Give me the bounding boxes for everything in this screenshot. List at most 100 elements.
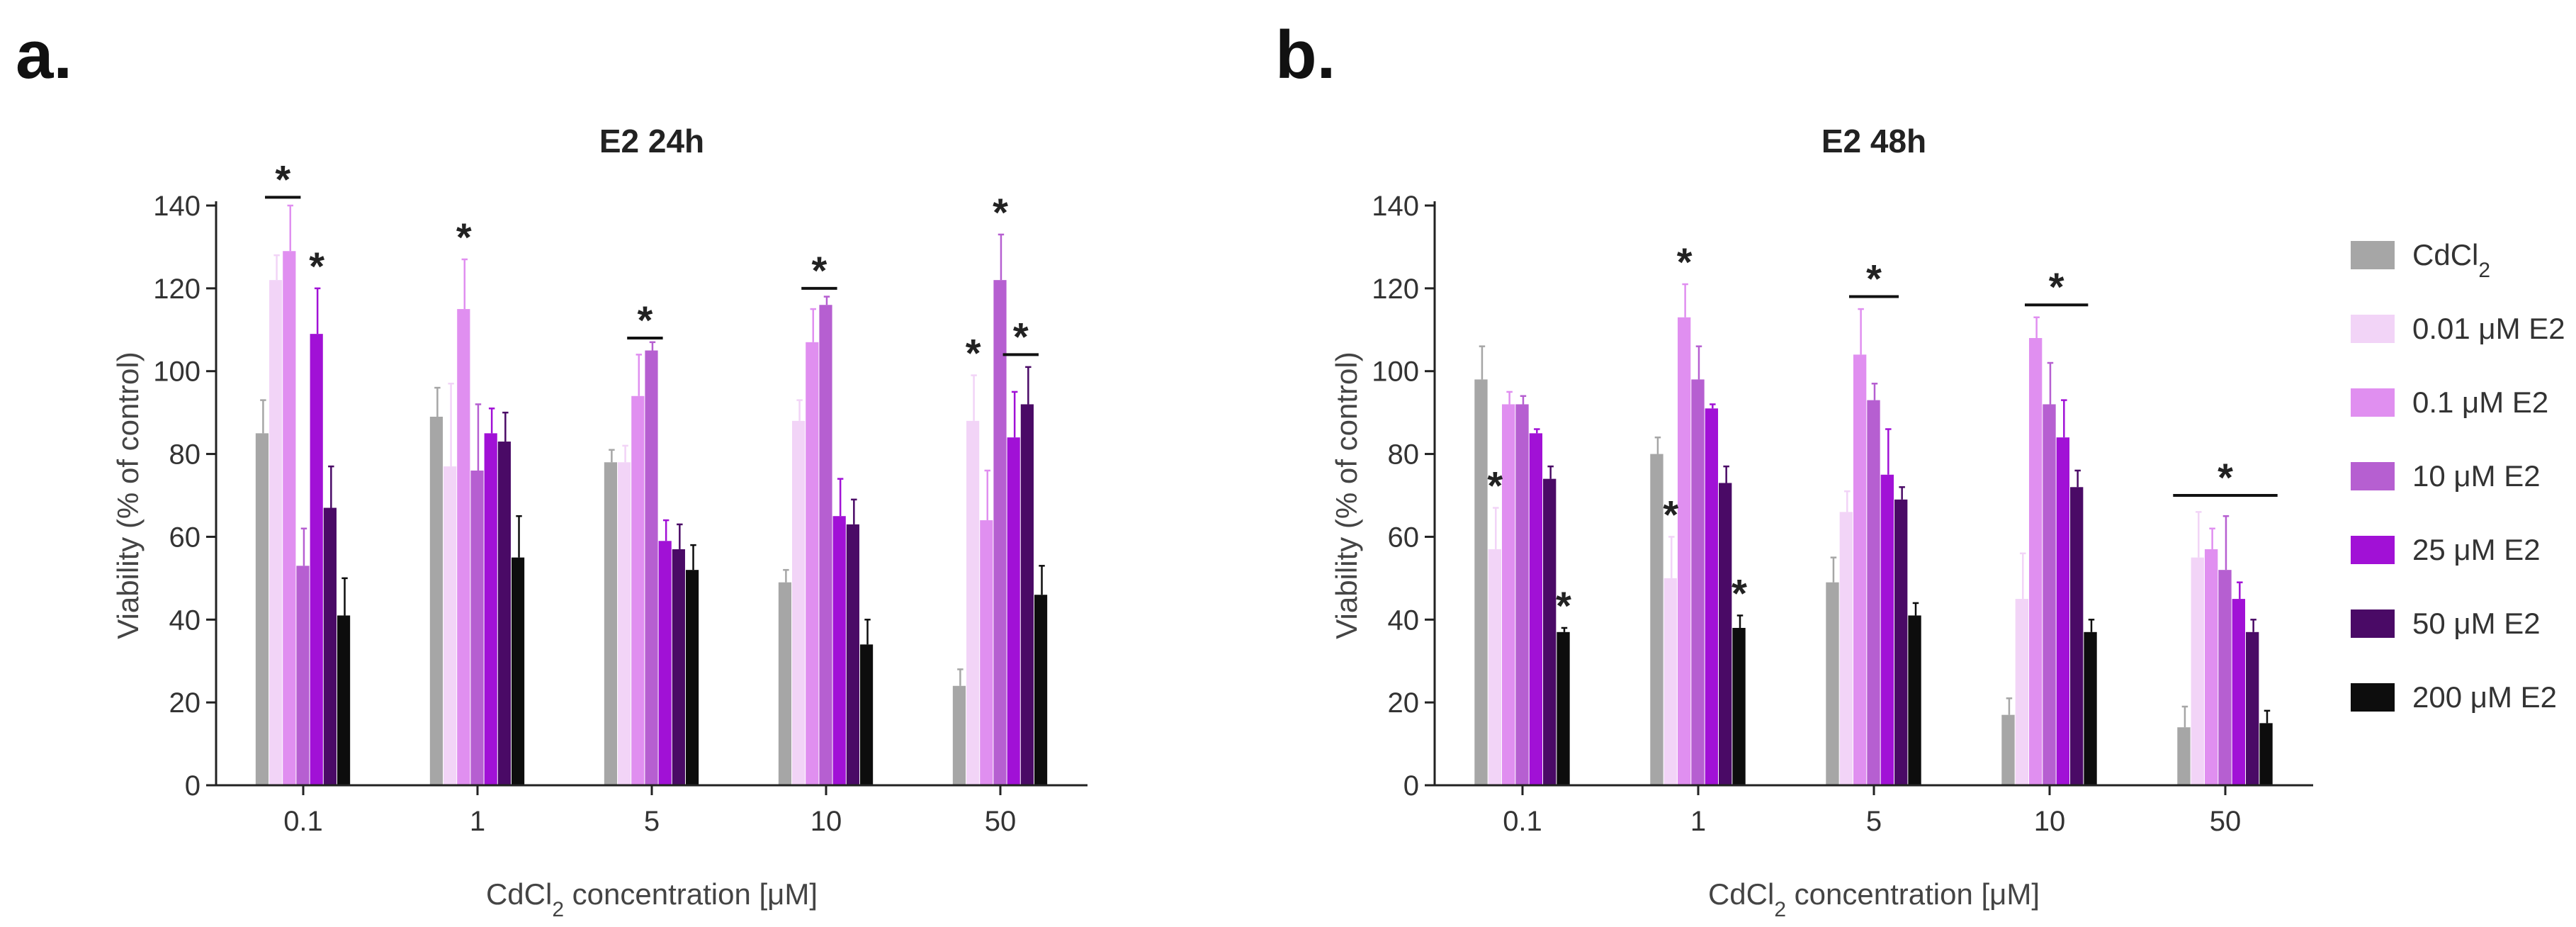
bar-5-series-4 <box>1880 474 1894 785</box>
bar-0.1-series-5 <box>1543 478 1557 785</box>
y-axis-title: Viability (% of control) <box>111 352 145 639</box>
bar-50-series-0 <box>952 685 966 785</box>
y-tick-label: 60 <box>1388 522 1420 553</box>
legend-label: CdCl2 <box>2412 238 2490 282</box>
y-tick-label: 20 <box>1388 687 1420 719</box>
bar-1-series-6 <box>1732 627 1746 785</box>
y-tick-label: 80 <box>169 439 201 471</box>
bar-1-series-1 <box>444 466 457 785</box>
y-tick-label: 120 <box>153 274 200 305</box>
bar-1-series-5 <box>1719 483 1732 785</box>
bar-10-series-0 <box>2001 714 2015 785</box>
bar-50-series-5 <box>1020 404 1034 785</box>
bar-5-series-6 <box>685 570 699 785</box>
panel-letter-a: a. <box>16 17 72 93</box>
x-axis-title: CdCl2 concentration [μM] <box>1708 877 2040 921</box>
significance-star: * <box>456 215 472 259</box>
bar-50-series-5 <box>2246 631 2259 785</box>
significance-star: * <box>2049 264 2064 309</box>
bar-10-series-3 <box>2043 404 2056 785</box>
bar-10-series-0 <box>778 582 792 785</box>
y-tick-label: 100 <box>153 356 200 388</box>
y-tick-label: 120 <box>1372 274 1419 305</box>
bar-5-series-5 <box>672 549 685 785</box>
significance-star: * <box>966 331 981 376</box>
bar-5-series-2 <box>1853 354 1867 785</box>
x-tick-label: 10 <box>2034 806 2066 837</box>
significance-star: * <box>1866 257 1882 301</box>
bar-10-series-6 <box>2084 631 2097 785</box>
bar-50-series-6 <box>1034 595 1048 785</box>
bar-0.1-series-3 <box>1515 404 1529 785</box>
chart-panel-48h: E2 48h 0 20 40 60 80 100 120 140 0.1 1 5 10 50 Viabili… <box>1330 123 2313 921</box>
legend-swatch <box>2351 683 2395 712</box>
chart-title: E2 48h <box>1821 123 1926 159</box>
bar-5-series-1 <box>618 462 631 785</box>
legend-label: 0.1 μM E2 <box>2412 386 2548 419</box>
x-tick-label: 5 <box>644 806 660 837</box>
x-tick-label: 1 <box>470 806 485 837</box>
significance-star: * <box>1677 240 1693 284</box>
bar-0.1-series-3 <box>296 566 310 785</box>
legend-label: 10 μM E2 <box>2412 459 2541 493</box>
bar-1-series-4 <box>1705 408 1719 785</box>
bar-50-series-2 <box>2204 549 2218 785</box>
y-tick-label: 140 <box>1372 191 1419 222</box>
legend-label: 0.01 μM E2 <box>2412 312 2565 345</box>
bar-5-series-4 <box>658 541 672 785</box>
bar-10-series-4 <box>2056 437 2070 785</box>
panel-letter-b: b. <box>1275 17 1335 93</box>
significance-star: * <box>1732 571 1747 616</box>
bar-5-series-5 <box>1894 499 1908 785</box>
significance-star: * <box>2218 455 2233 500</box>
bar-0.1-series-1 <box>1488 549 1501 785</box>
x-tick-label: 50 <box>2210 806 2242 837</box>
bar-1-series-6 <box>511 557 525 785</box>
bar-0.1-series-6 <box>1557 631 1570 785</box>
y-axis-title: Viability (% of control) <box>1330 352 1363 639</box>
y-tick-label: 40 <box>169 605 201 636</box>
y-tick-label: 0 <box>1403 770 1419 802</box>
significance-star: * <box>1663 493 1678 537</box>
bar-10-series-4 <box>832 516 846 785</box>
bar-0.1-series-5 <box>323 507 337 785</box>
bar-1-series-4 <box>484 433 497 785</box>
legend-swatch <box>2351 315 2395 343</box>
bar-50-series-1 <box>966 420 980 785</box>
x-tick-label: 5 <box>1866 806 1882 837</box>
legend: CdCl2 0.01 μM E2 0.1 μM E2 10 μM E2 25 μM E2… <box>2351 238 2565 714</box>
legend-swatch <box>2351 241 2395 269</box>
legend-swatch <box>2351 609 2395 638</box>
bar-10-series-2 <box>2028 337 2043 785</box>
bar-1-series-2 <box>457 309 470 786</box>
bar-1-series-0 <box>429 416 444 785</box>
legend-label: 200 μM E2 <box>2412 680 2557 714</box>
significance-star: * <box>812 248 827 293</box>
bar-1-series-5 <box>497 442 511 785</box>
bar-1-series-0 <box>1650 454 1663 785</box>
bar-5-series-2 <box>631 395 645 785</box>
significance-star: * <box>309 244 324 288</box>
bar-0.1-series-2 <box>1501 404 1515 785</box>
legend-swatch <box>2351 388 2395 417</box>
x-tick-label: 0.1 <box>1503 806 1542 837</box>
bar-0.1-series-2 <box>283 251 296 785</box>
y-tick-label: 100 <box>1372 356 1419 388</box>
x-tick-label: 0.1 <box>283 806 323 837</box>
y-tick-label: 40 <box>1388 605 1420 636</box>
y-tick-label: 140 <box>153 191 200 222</box>
bar-50-series-1 <box>2191 557 2204 785</box>
bar-50-series-3 <box>2218 570 2232 785</box>
bar-5-series-0 <box>1826 582 1839 785</box>
chart-title: E2 24h <box>599 123 704 159</box>
bar-0.1-series-0 <box>1474 379 1488 785</box>
bar-5-series-0 <box>604 462 618 785</box>
bar-0.1-series-1 <box>269 280 283 786</box>
bar-0.1-series-4 <box>1529 433 1543 785</box>
significance-star: * <box>993 190 1008 235</box>
legend-label: 25 μM E2 <box>2412 533 2541 566</box>
x-axis-title: CdCl2 concentration [μM] <box>486 877 818 921</box>
bar-10-series-2 <box>806 342 819 785</box>
bar-1-series-2 <box>1677 317 1691 785</box>
